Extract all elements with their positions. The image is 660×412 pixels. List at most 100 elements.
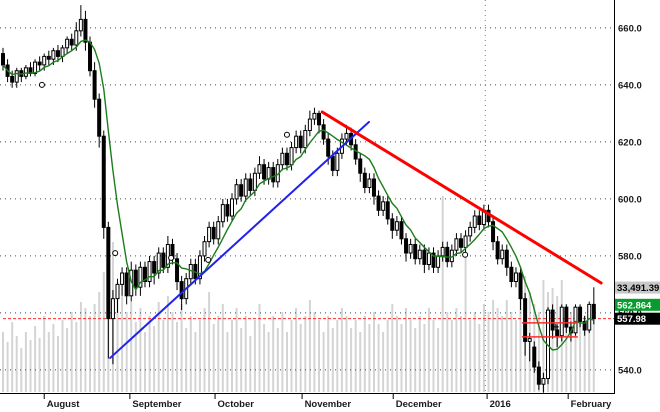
candle-bullish	[289, 147, 294, 166]
volume-bar	[322, 332, 325, 392]
volume-bar	[75, 322, 78, 392]
candle-bullish	[513, 272, 518, 282]
month-label[interactable]: September	[132, 399, 181, 410]
candle-bearish	[124, 272, 129, 297]
candle-bearish	[413, 244, 418, 260]
volume-bar	[235, 308, 238, 392]
volume-bar	[382, 332, 385, 392]
candle-bullish	[463, 235, 468, 248]
volume-bar	[52, 324, 55, 392]
candle-bearish	[390, 218, 395, 231]
trendline-ascending-support[interactable]	[109, 120, 370, 359]
volume-bar	[588, 304, 591, 392]
last-price-box	[615, 312, 660, 325]
volume-bar	[11, 322, 14, 392]
candle-bearish	[555, 329, 560, 337]
candle-bearish	[459, 238, 463, 248]
volume-bar	[272, 316, 275, 392]
volume-bar	[414, 328, 417, 392]
last-price-box-text: 557.98	[617, 314, 646, 325]
y-axis-label: 600.0	[618, 194, 642, 205]
volume-bar	[57, 336, 59, 392]
volume-bar	[505, 300, 508, 392]
candle-bearish	[504, 249, 509, 268]
candle-bearish	[362, 172, 367, 189]
volume-bar	[391, 304, 394, 392]
candle-bullish	[280, 152, 285, 166]
volume-bar	[2, 332, 4, 392]
candle-bearish	[431, 252, 436, 268]
volume-bar	[34, 326, 37, 392]
candle-bearish	[317, 112, 322, 126]
y-axis-label: 580.0	[618, 251, 642, 262]
volume-bar	[276, 328, 279, 392]
candle-bearish	[582, 321, 587, 331]
volume-bar	[47, 332, 50, 392]
month-label[interactable]: November	[305, 399, 352, 410]
candle-bullish	[381, 201, 386, 211]
volume-bar	[492, 300, 495, 392]
volume-bar	[24, 332, 27, 392]
volume-bar	[583, 316, 586, 392]
candle-bullish	[303, 130, 308, 149]
candle-bullish	[197, 255, 202, 280]
candle-bullish	[14, 70, 19, 83]
candle-bullish	[120, 272, 125, 285]
moving-average-line	[2, 39, 595, 351]
volume-bar	[542, 280, 545, 392]
volume-bar	[368, 324, 371, 392]
y-axis-label: 540.0	[618, 365, 642, 376]
volume-bar	[286, 332, 288, 392]
volume-bar	[501, 316, 504, 392]
month-label[interactable]: October	[218, 399, 255, 410]
candle-bullish	[559, 306, 564, 337]
volume-bar	[350, 328, 353, 392]
trendline-descending-resistance[interactable]	[320, 110, 603, 285]
volume-bar	[125, 312, 128, 392]
candle-bullish	[408, 244, 413, 254]
month-label[interactable]: August	[47, 399, 81, 410]
candle-bearish	[161, 252, 166, 268]
volume-bar	[446, 312, 449, 392]
volume-bar	[253, 320, 256, 392]
candle-bullish	[367, 178, 372, 188]
candle-bearish	[211, 226, 216, 240]
volume-bar	[121, 296, 124, 392]
candle-bearish	[37, 61, 42, 66]
candle-bearish	[404, 238, 409, 254]
candle-bearish	[152, 261, 157, 274]
volume-bar	[423, 324, 426, 392]
candle-bullish	[78, 18, 83, 32]
candle-bullish	[207, 226, 212, 243]
month-label[interactable]: December	[396, 399, 442, 410]
candle-bullish	[234, 184, 239, 200]
candle-bullish	[335, 152, 340, 171]
month-label[interactable]: 2016	[490, 399, 511, 410]
candle-bearish	[564, 306, 569, 328]
candle-bullish	[220, 204, 225, 223]
volume-bar	[418, 316, 421, 392]
candle-bullish	[307, 118, 312, 131]
volume-bar	[432, 320, 435, 392]
volume-bar	[70, 312, 73, 392]
candle-bearish	[262, 164, 267, 180]
candle-bearish	[371, 178, 376, 197]
candle-bullish	[344, 132, 349, 140]
month-label[interactable]: February	[571, 399, 612, 410]
volume-bar	[221, 304, 224, 392]
volume-bar	[395, 316, 398, 392]
volume-bar	[510, 312, 513, 392]
candle-bearish	[69, 38, 74, 46]
volume-bar	[15, 336, 18, 392]
volume-bar	[496, 308, 499, 392]
volume-bar	[144, 332, 146, 392]
indicator-value-box-text: 33,491.39	[617, 283, 659, 294]
candle-bearish	[97, 98, 102, 137]
volume-bar	[295, 308, 298, 392]
candle-bullish	[74, 30, 79, 46]
candle-bullish	[60, 47, 65, 57]
volume-bar	[565, 304, 568, 392]
candle-bullish	[587, 303, 592, 331]
